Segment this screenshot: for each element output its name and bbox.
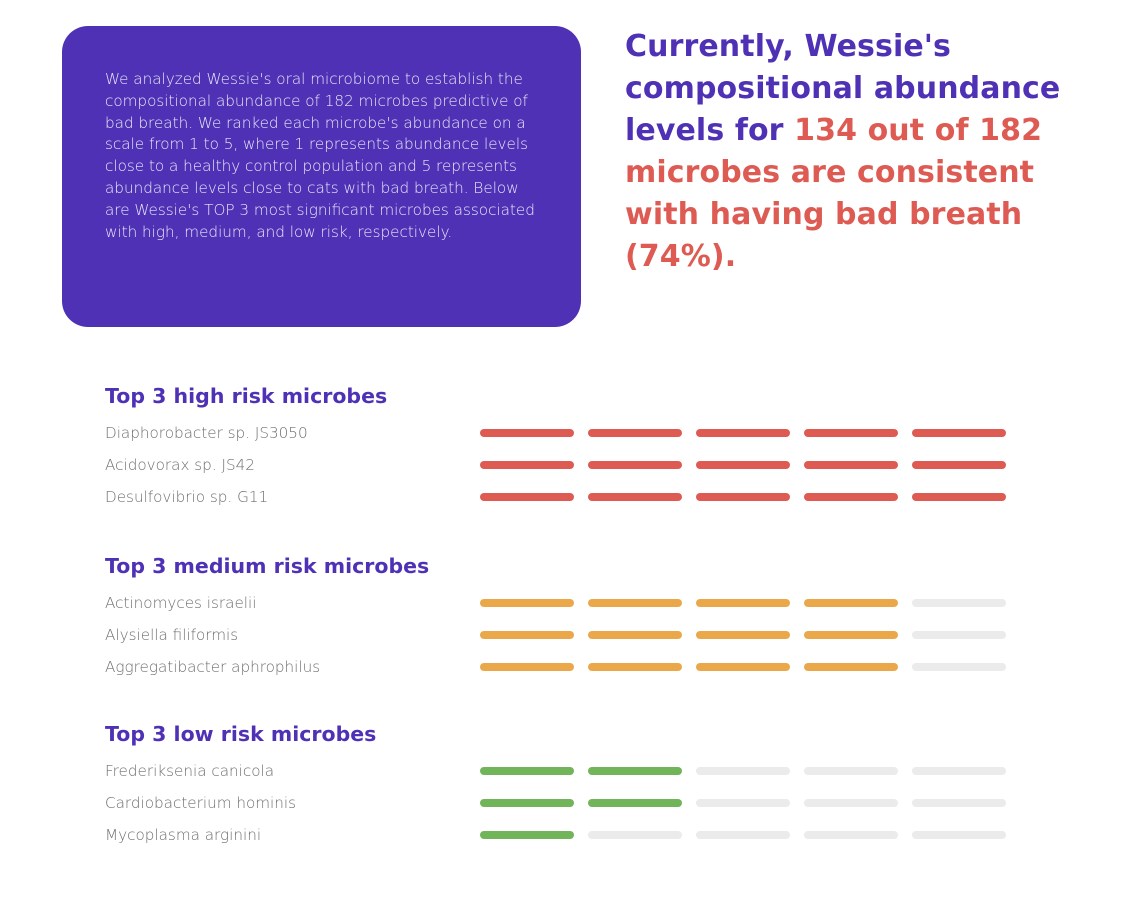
microbe-name: Acidovorax sp. JS42	[105, 456, 255, 474]
abundance-segment-filled	[480, 631, 574, 639]
abundance-segment-filled	[696, 493, 790, 501]
abundance-segment-filled	[696, 631, 790, 639]
abundance-segment-empty	[912, 599, 1006, 607]
abundance-segment-empty	[912, 799, 1006, 807]
intro-text: We analyzed Wessie's oral microbiome to …	[105, 70, 535, 241]
microbe-row: Actinomyces israelii	[105, 593, 1025, 625]
abundance-segment-filled	[480, 429, 574, 437]
abundance-segment-filled	[588, 799, 682, 807]
microbe-row: Desulfovibrio sp. G11	[105, 487, 1025, 519]
abundance-bars	[480, 663, 1010, 671]
abundance-segment-empty	[912, 631, 1006, 639]
abundance-bars	[480, 831, 1010, 839]
section-title: Top 3 high risk microbes	[105, 384, 388, 408]
abundance-segment-filled	[696, 663, 790, 671]
abundance-segment-filled	[912, 461, 1006, 469]
microbe-name: Alysiella filiformis	[105, 626, 239, 644]
microbe-row: Mycoplasma arginini	[105, 825, 1025, 857]
abundance-segment-filled	[804, 663, 898, 671]
microbe-row: Alysiella filiformis	[105, 625, 1025, 657]
abundance-segment-filled	[696, 429, 790, 437]
abundance-segment-empty	[696, 831, 790, 839]
microbe-name: Frederiksenia canicola	[105, 762, 275, 780]
abundance-segment-filled	[588, 663, 682, 671]
abundance-segment-filled	[804, 461, 898, 469]
abundance-segment-filled	[480, 663, 574, 671]
abundance-segment-filled	[480, 461, 574, 469]
abundance-bars	[480, 799, 1010, 807]
abundance-segment-empty	[588, 831, 682, 839]
abundance-segment-empty	[912, 767, 1006, 775]
abundance-segment-empty	[804, 799, 898, 807]
microbe-row: Frederiksenia canicola	[105, 761, 1025, 793]
abundance-segment-empty	[696, 767, 790, 775]
abundance-segment-empty	[804, 767, 898, 775]
microbe-row: Aggregatibacter aphrophilus	[105, 657, 1025, 689]
abundance-bars	[480, 599, 1010, 607]
headline-highlight: 134 out of 182 microbes are consistent w…	[625, 113, 1043, 274]
abundance-segment-filled	[480, 599, 574, 607]
section-title: Top 3 low risk microbes	[105, 722, 377, 746]
abundance-segment-filled	[480, 799, 574, 807]
microbe-name: Desulfovibrio sp. G11	[105, 488, 269, 506]
intro-card: We analyzed Wessie's oral microbiome to …	[62, 26, 581, 327]
abundance-segment-empty	[912, 831, 1006, 839]
abundance-bars	[480, 429, 1010, 437]
microbe-name: Mycoplasma arginini	[105, 826, 262, 844]
headline: Currently, Wessie's compositional abunda…	[625, 26, 1095, 278]
abundance-segment-filled	[588, 767, 682, 775]
headline-lead: Currently, Wessie's compositional abunda…	[625, 29, 1061, 148]
abundance-segment-filled	[912, 493, 1006, 501]
abundance-segment-filled	[696, 461, 790, 469]
low-risk-section: Top 3 low risk microbes Frederiksenia ca…	[105, 719, 1025, 857]
section-title: Top 3 medium risk microbes	[105, 554, 430, 578]
abundance-segment-empty	[804, 831, 898, 839]
abundance-segment-filled	[588, 631, 682, 639]
abundance-segment-filled	[480, 831, 574, 839]
abundance-segment-filled	[588, 599, 682, 607]
abundance-bars	[480, 767, 1010, 775]
medium-risk-section: Top 3 medium risk microbes Actinomyces i…	[105, 551, 1025, 689]
abundance-segment-filled	[804, 631, 898, 639]
abundance-bars	[480, 631, 1010, 639]
abundance-segment-filled	[696, 599, 790, 607]
abundance-segment-filled	[804, 493, 898, 501]
microbe-row: Diaphorobacter sp. JS3050	[105, 423, 1025, 455]
microbe-name: Aggregatibacter aphrophilus	[105, 658, 321, 676]
microbe-name: Actinomyces israelii	[105, 594, 257, 612]
abundance-bars	[480, 493, 1010, 501]
microbe-name: Diaphorobacter sp. JS3050	[105, 424, 308, 442]
abundance-segment-filled	[588, 461, 682, 469]
abundance-bars	[480, 461, 1010, 469]
abundance-segment-empty	[912, 663, 1006, 671]
abundance-segment-filled	[804, 429, 898, 437]
abundance-segment-filled	[480, 493, 574, 501]
microbe-row: Acidovorax sp. JS42	[105, 455, 1025, 487]
microbe-row: Cardiobacterium hominis	[105, 793, 1025, 825]
abundance-segment-filled	[912, 429, 1006, 437]
abundance-segment-filled	[588, 493, 682, 501]
microbe-name: Cardiobacterium hominis	[105, 794, 297, 812]
abundance-segment-filled	[588, 429, 682, 437]
abundance-segment-filled	[480, 767, 574, 775]
abundance-segment-filled	[804, 599, 898, 607]
high-risk-section: Top 3 high risk microbes Diaphorobacter …	[105, 381, 1025, 519]
abundance-segment-empty	[696, 799, 790, 807]
